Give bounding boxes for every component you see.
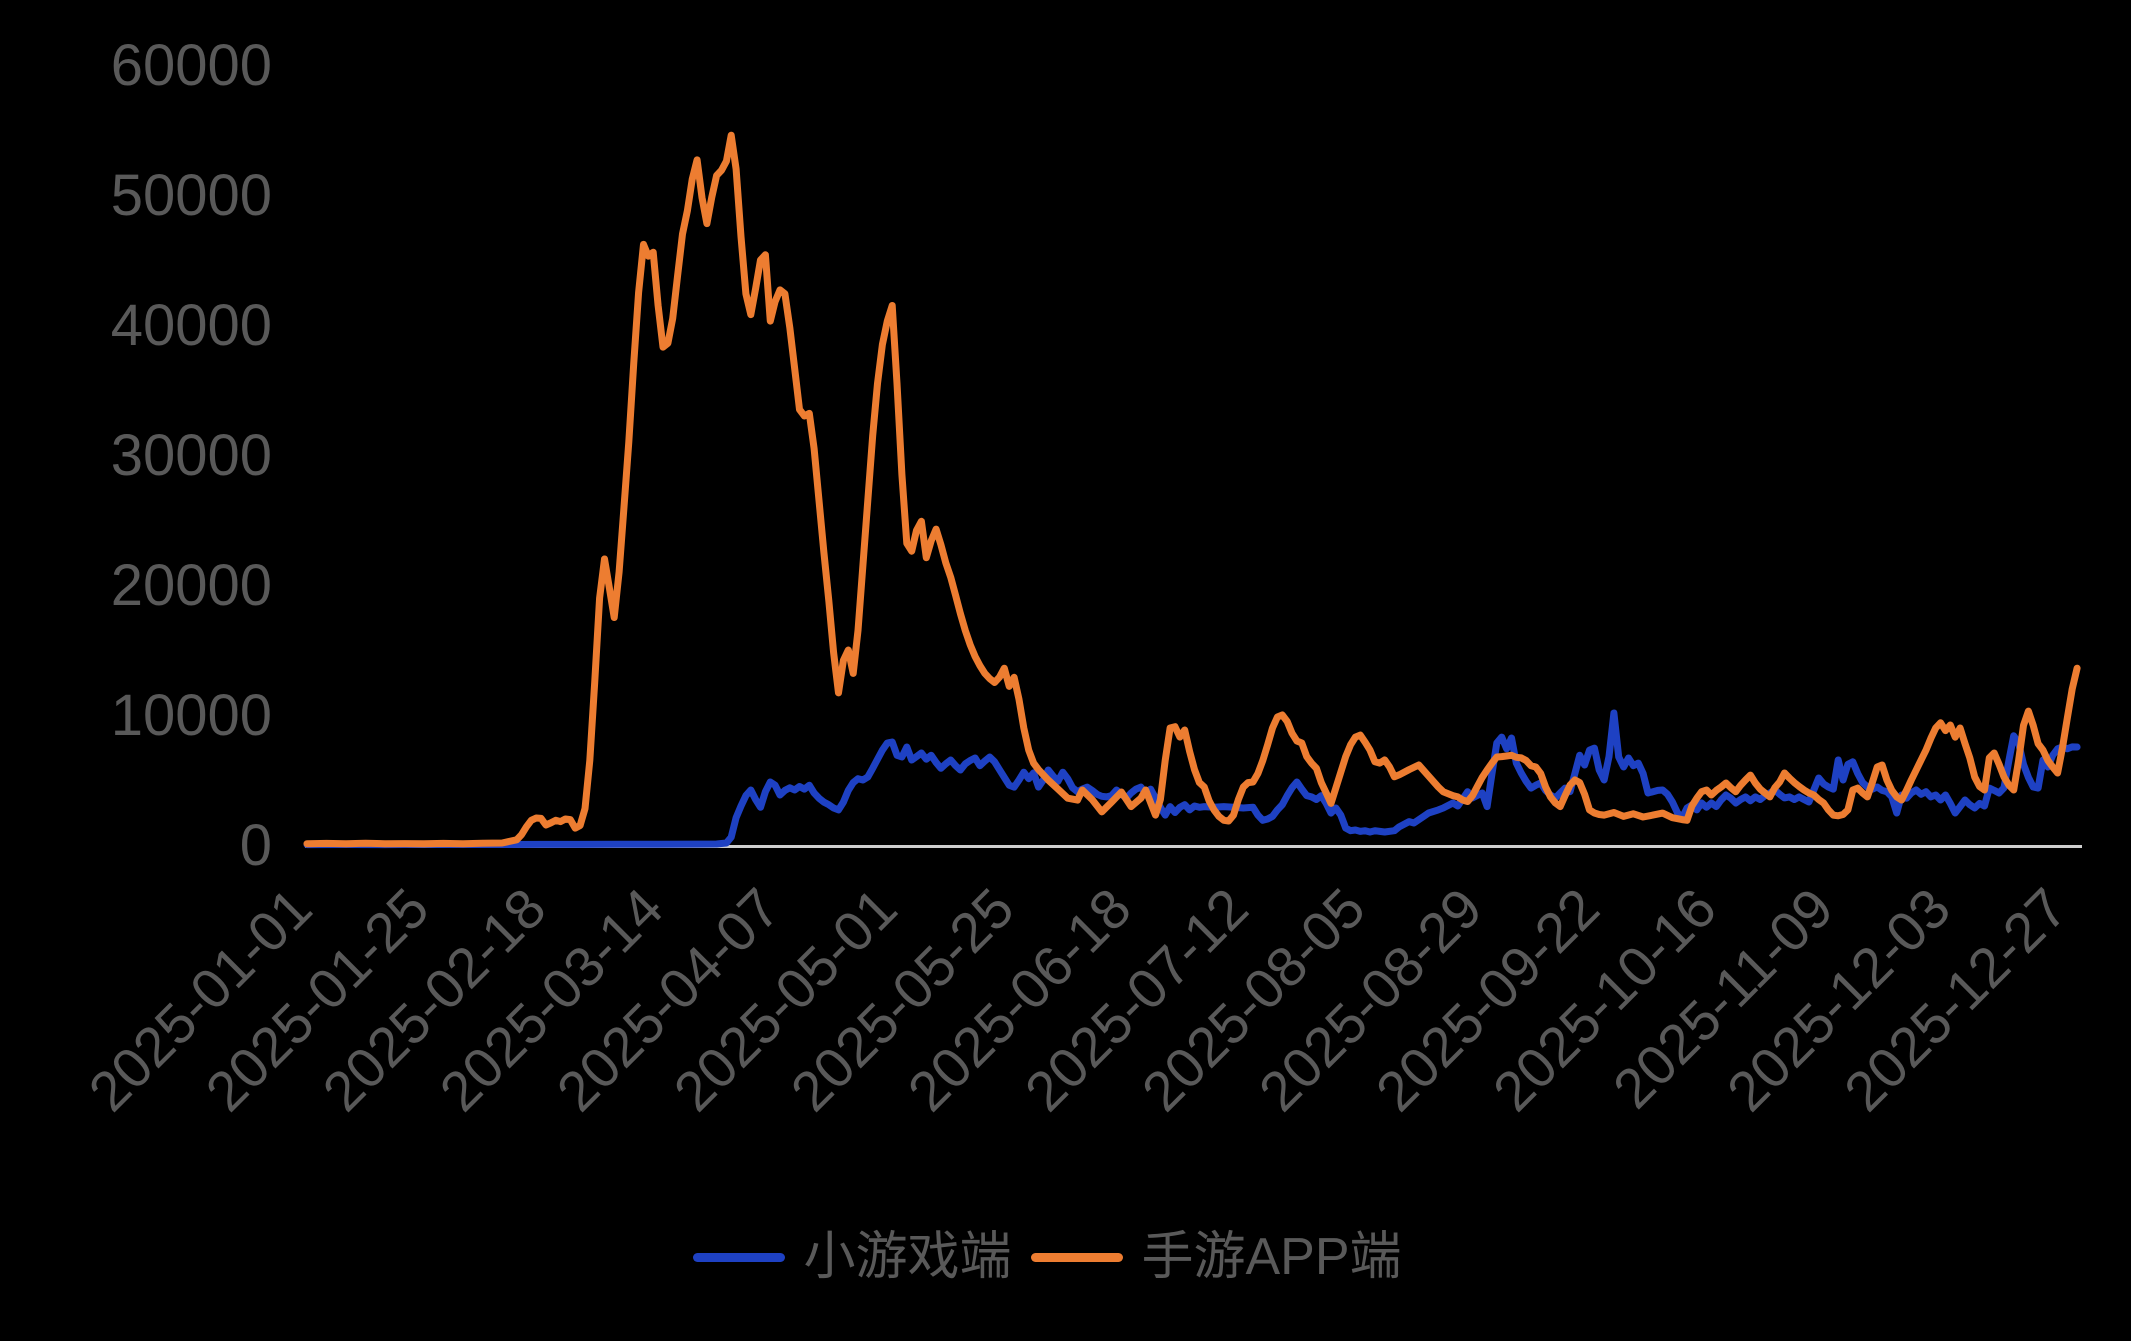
y-axis-tick-labels: 0 10000 20000 30000 40000 50000 60000: [111, 33, 272, 878]
series-line-mini-game: [303, 709, 2081, 849]
y-tick-label: 20000: [111, 553, 272, 618]
legend-item-mobile-app[interactable]: 手游APP端: [1031, 1228, 1402, 1286]
legend-item-mini-game[interactable]: 小游戏端: [693, 1231, 1011, 1283]
y-tick-label: 60000: [111, 33, 272, 98]
chart-legend: 小游戏端 手游APP端: [0, 1222, 2113, 1292]
series-line-mobile-app: [303, 131, 2081, 848]
y-tick-label: 50000: [111, 163, 272, 228]
y-tick-label: 30000: [111, 423, 272, 488]
y-tick-label: 40000: [111, 293, 272, 358]
y-tick-label: 0: [240, 813, 272, 878]
legend-line-swatch-blue: [693, 1252, 786, 1262]
legend-label: 小游戏端: [803, 1228, 1012, 1286]
legend-line-swatch-orange: [1031, 1252, 1124, 1262]
legend-label: 手游APP端: [1141, 1228, 1402, 1286]
x-axis-tick-labels: 2025-01-012025-01-252025-02-182025-03-14…: [76, 876, 2079, 1123]
data-series-lines: [303, 131, 2081, 849]
y-tick-label: 10000: [111, 683, 272, 748]
